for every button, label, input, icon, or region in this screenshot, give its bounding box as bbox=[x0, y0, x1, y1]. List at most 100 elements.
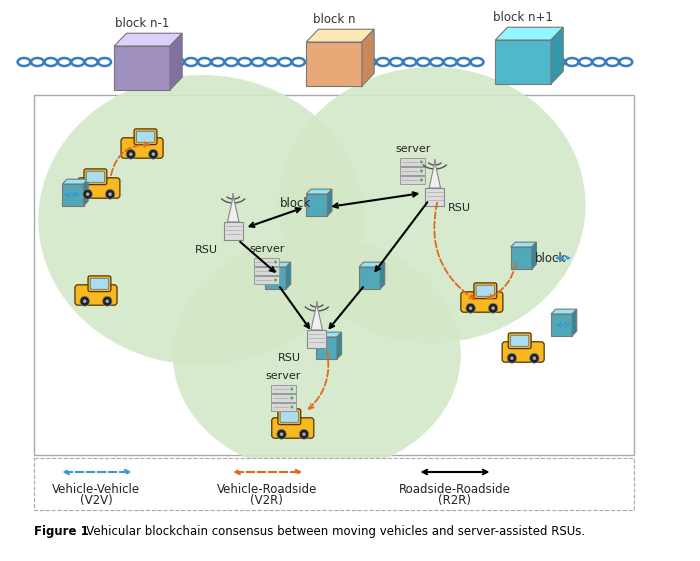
Polygon shape bbox=[380, 262, 385, 289]
Polygon shape bbox=[359, 262, 385, 267]
Text: block: block bbox=[535, 251, 566, 264]
FancyBboxPatch shape bbox=[254, 276, 279, 284]
Circle shape bbox=[83, 300, 87, 303]
FancyBboxPatch shape bbox=[88, 276, 111, 292]
Circle shape bbox=[510, 356, 514, 360]
Circle shape bbox=[108, 192, 112, 196]
Circle shape bbox=[276, 429, 286, 439]
Text: Roadside-Roadside: Roadside-Roadside bbox=[399, 483, 511, 496]
Circle shape bbox=[106, 300, 109, 303]
Ellipse shape bbox=[38, 75, 365, 365]
Text: server: server bbox=[249, 244, 284, 254]
Circle shape bbox=[290, 406, 293, 408]
Bar bbox=[496, 40, 551, 84]
Circle shape bbox=[83, 189, 92, 199]
Bar bbox=[114, 46, 170, 90]
Polygon shape bbox=[311, 304, 323, 330]
Bar bbox=[306, 194, 328, 216]
Polygon shape bbox=[306, 29, 374, 42]
Circle shape bbox=[290, 397, 293, 399]
Circle shape bbox=[299, 429, 309, 439]
Polygon shape bbox=[337, 332, 342, 359]
Polygon shape bbox=[551, 27, 564, 84]
Circle shape bbox=[80, 296, 90, 306]
FancyBboxPatch shape bbox=[75, 285, 117, 305]
Polygon shape bbox=[228, 196, 239, 222]
Polygon shape bbox=[362, 29, 374, 86]
Circle shape bbox=[533, 356, 536, 360]
Bar bbox=[306, 42, 362, 86]
Bar bbox=[34, 458, 634, 510]
Text: block n-1: block n-1 bbox=[115, 17, 169, 30]
Circle shape bbox=[274, 278, 277, 282]
Circle shape bbox=[102, 296, 112, 306]
Circle shape bbox=[420, 169, 423, 172]
FancyBboxPatch shape bbox=[224, 222, 243, 240]
FancyBboxPatch shape bbox=[510, 335, 529, 346]
Polygon shape bbox=[316, 332, 342, 337]
FancyBboxPatch shape bbox=[278, 409, 301, 425]
FancyBboxPatch shape bbox=[272, 418, 314, 438]
Circle shape bbox=[530, 353, 539, 363]
FancyBboxPatch shape bbox=[280, 411, 298, 422]
Polygon shape bbox=[170, 33, 182, 90]
Text: RSU: RSU bbox=[448, 203, 471, 213]
FancyBboxPatch shape bbox=[400, 167, 425, 175]
Circle shape bbox=[86, 192, 90, 196]
Polygon shape bbox=[83, 179, 88, 206]
Polygon shape bbox=[551, 309, 577, 314]
Circle shape bbox=[420, 160, 423, 163]
Bar bbox=[551, 314, 572, 336]
Text: (R2R): (R2R) bbox=[438, 494, 472, 507]
FancyBboxPatch shape bbox=[121, 138, 163, 158]
Text: (V2V): (V2V) bbox=[80, 494, 113, 507]
Text: server: server bbox=[265, 371, 301, 381]
Circle shape bbox=[274, 260, 277, 264]
FancyBboxPatch shape bbox=[134, 129, 157, 145]
Ellipse shape bbox=[173, 237, 461, 473]
FancyBboxPatch shape bbox=[476, 285, 494, 296]
Bar bbox=[316, 337, 337, 359]
Text: block n: block n bbox=[313, 13, 356, 26]
Circle shape bbox=[469, 306, 472, 310]
Polygon shape bbox=[328, 189, 332, 216]
Text: Vehicle-Roadside: Vehicle-Roadside bbox=[217, 483, 317, 496]
Ellipse shape bbox=[279, 67, 585, 343]
Circle shape bbox=[148, 149, 158, 159]
Circle shape bbox=[105, 189, 115, 199]
Polygon shape bbox=[572, 309, 577, 336]
FancyBboxPatch shape bbox=[271, 385, 295, 393]
Circle shape bbox=[302, 433, 306, 436]
Text: server: server bbox=[395, 144, 430, 154]
FancyBboxPatch shape bbox=[307, 330, 326, 348]
Bar bbox=[34, 95, 634, 455]
Polygon shape bbox=[62, 179, 88, 184]
Circle shape bbox=[280, 433, 284, 436]
FancyBboxPatch shape bbox=[136, 131, 155, 142]
Text: Vehicle-Vehicle: Vehicle-Vehicle bbox=[52, 483, 140, 496]
Circle shape bbox=[420, 178, 423, 182]
Polygon shape bbox=[114, 33, 182, 46]
Circle shape bbox=[152, 153, 155, 156]
FancyBboxPatch shape bbox=[461, 292, 503, 312]
Polygon shape bbox=[496, 27, 564, 40]
Polygon shape bbox=[511, 242, 536, 247]
FancyBboxPatch shape bbox=[400, 158, 425, 166]
FancyBboxPatch shape bbox=[425, 188, 444, 206]
FancyBboxPatch shape bbox=[271, 394, 295, 402]
FancyBboxPatch shape bbox=[86, 171, 104, 182]
Bar bbox=[511, 247, 532, 269]
Bar bbox=[265, 267, 286, 289]
Text: block: block bbox=[280, 196, 312, 209]
Circle shape bbox=[274, 269, 277, 273]
FancyBboxPatch shape bbox=[474, 283, 497, 298]
FancyBboxPatch shape bbox=[84, 169, 107, 185]
Polygon shape bbox=[306, 189, 332, 194]
FancyBboxPatch shape bbox=[254, 267, 279, 275]
Circle shape bbox=[466, 304, 475, 313]
Circle shape bbox=[126, 149, 136, 159]
Polygon shape bbox=[429, 162, 440, 188]
Text: Vehicular blockchain consensus between moving vehicles and server-assisted RSUs.: Vehicular blockchain consensus between m… bbox=[75, 525, 585, 538]
FancyBboxPatch shape bbox=[90, 278, 108, 289]
FancyBboxPatch shape bbox=[508, 333, 531, 348]
